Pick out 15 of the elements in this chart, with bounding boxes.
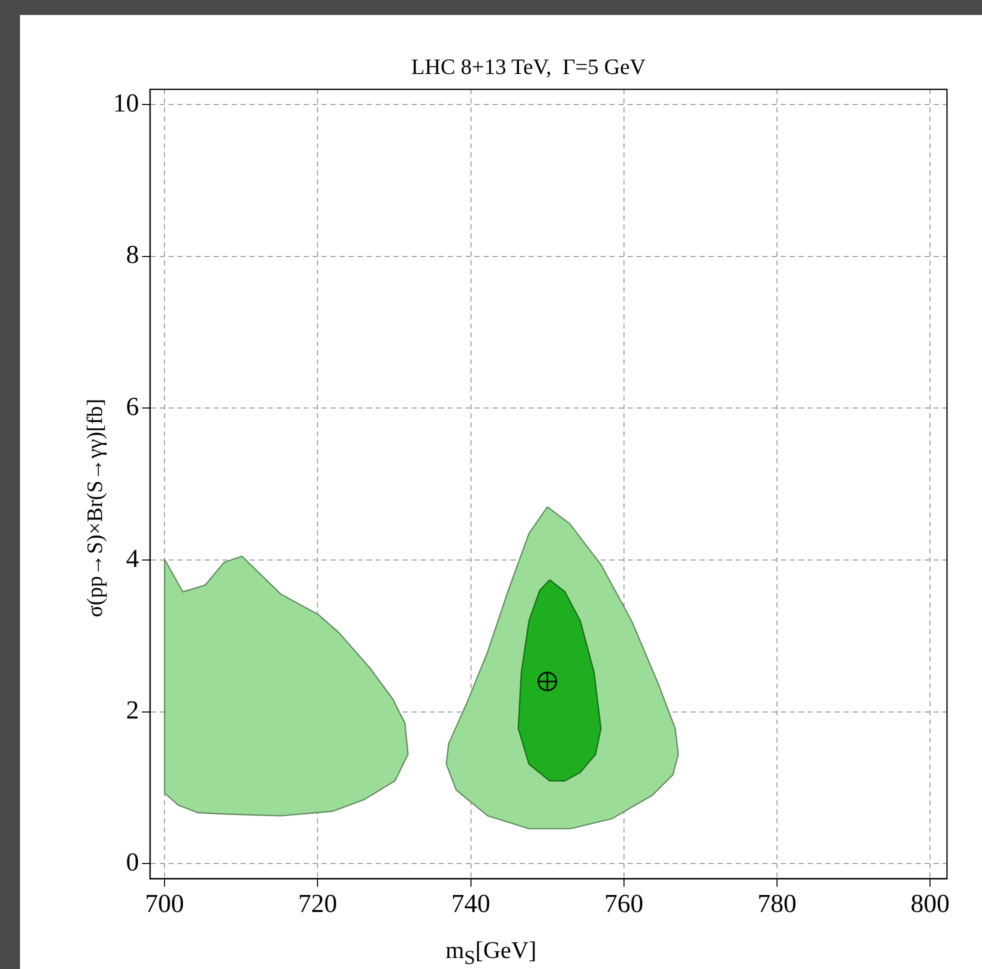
x-tick-label: 700 [145, 889, 184, 918]
x-tick-label: 740 [451, 889, 490, 918]
y-tick-label: 4 [126, 544, 139, 573]
chart-title: LHC 8+13 TeV, Γ=5 GeV [411, 54, 646, 79]
x-tick-label: 780 [758, 889, 797, 918]
y-tick-label: 6 [126, 392, 139, 422]
y-tick-label: 2 [126, 696, 139, 725]
x-tick-label: 720 [298, 889, 338, 918]
y-axis-title: σ(pp→S)×Br(S→γγ)[fb] [82, 398, 108, 618]
y-tick-label: 10 [113, 88, 139, 118]
x-tick-label: 800 [910, 889, 950, 918]
y-tick-label: 8 [126, 240, 139, 270]
x-axis-title: m$_{S}$[GeV] [444, 938, 538, 969]
y-tick-label: 0 [126, 847, 139, 876]
x-tick-label: 760 [604, 889, 644, 918]
